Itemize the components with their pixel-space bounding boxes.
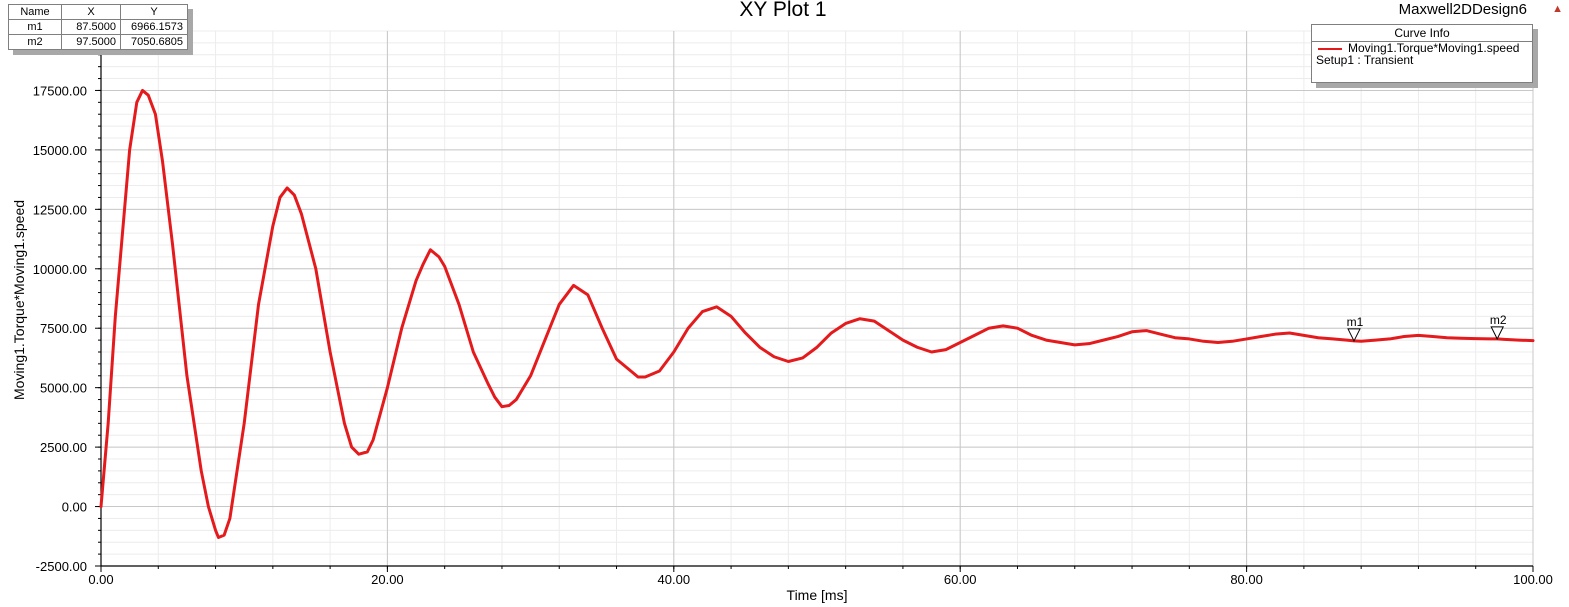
legend-curve-info[interactable]: Curve Info Moving1.Torque*Moving1.speed … (1311, 24, 1533, 83)
marker-label: m2 (1490, 313, 1507, 327)
x-axis-label: Time [ms] (787, 587, 848, 603)
legend-swatch (1318, 48, 1342, 50)
plot-title: XY Plot 1 (739, 0, 827, 21)
x-tick-label: 0.00 (88, 572, 113, 587)
header-x: X (61, 4, 121, 20)
table-row[interactable]: m1 87.5000 6966.1573 (8, 19, 188, 35)
y-tick-label: 0.00 (62, 500, 87, 515)
y-tick-label: 2500.00 (40, 440, 87, 455)
y-tick-label: 5000.00 (40, 381, 87, 396)
x-tick-label: 100.00 (1513, 572, 1553, 587)
y-tick-label: 12500.00 (33, 202, 87, 217)
legend-entry[interactable]: Moving1.Torque*Moving1.speed (1312, 42, 1532, 55)
minor-grid (100, 30, 1534, 567)
table-row[interactable]: m2 97.5000 7050.6805 (8, 34, 188, 50)
marker-triangle[interactable] (1490, 326, 1505, 341)
marker-table[interactable]: Name X Y m1 87.5000 6966.1573 m2 97.5000… (8, 4, 188, 50)
y-axis-ticks: -2500.00 0.00 2500.00 5000.00 7500.00 10000.0… (33, 30, 101, 574)
y-tick-label: -2500.00 (36, 559, 87, 574)
marker-y: 7050.6805 (120, 34, 188, 50)
x-tick-label: 60.00 (944, 572, 977, 587)
series-line (99, 88, 1535, 539)
header-name: Name (8, 4, 62, 20)
marker-layer: m1 m2 (1347, 313, 1507, 343)
marker-label: m1 (1347, 315, 1364, 329)
legend-entry-label: Moving1.Torque*Moving1.speed (1348, 41, 1520, 55)
y-tick-label: 15000.00 (33, 143, 87, 158)
marker-y: 6966.1573 (120, 19, 188, 35)
design-name: Maxwell2DDesign6 (1398, 1, 1527, 18)
y-tick-label: 17500.00 (33, 83, 87, 98)
y-tick-label: 10000.00 (33, 262, 87, 277)
marker-name: m2 (8, 34, 62, 50)
y-axis-label: Moving1.Torque*Moving1.speed (11, 200, 27, 400)
marker-name: m1 (8, 19, 62, 35)
curve-layer (99, 88, 1535, 539)
x-axis-ticks: 0.00 20.00 40.00 60.00 80.00 100.00 (88, 566, 1553, 587)
marker-triangle[interactable] (1347, 328, 1361, 343)
marker-x: 97.5000 (61, 34, 121, 50)
legend-title: Curve Info (1312, 25, 1532, 42)
x-tick-label: 20.00 (371, 572, 404, 587)
ansys-logo-icon: ▲ (1552, 3, 1563, 15)
marker-x: 87.5000 (61, 19, 121, 35)
x-tick-label: 40.00 (658, 572, 691, 587)
y-tick-label: 7500.00 (40, 321, 87, 336)
legend-subtitle: Setup1 : Transient (1316, 53, 1414, 67)
x-tick-label: 80.00 (1230, 572, 1263, 587)
major-grid (100, 31, 1534, 567)
header-y: Y (120, 4, 188, 20)
marker-table-header: Name X Y (8, 4, 188, 20)
